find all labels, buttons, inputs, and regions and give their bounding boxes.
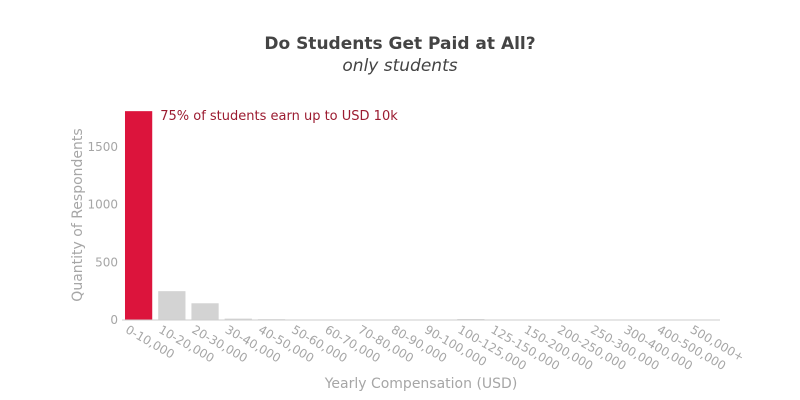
y-tick-label: 0 [110, 313, 118, 327]
bar [158, 291, 186, 320]
y-tick-label: 1000 [87, 198, 118, 212]
bar [191, 303, 219, 320]
y-tick-label: 500 [95, 255, 118, 269]
bar [124, 111, 153, 321]
x-axis-title: Yearly Compensation (USD) [324, 376, 518, 392]
y-axis-title: Quantity of Respondents [70, 128, 86, 301]
annotation-label: 75% of students earn up to USD 10k [160, 109, 398, 124]
bar [224, 318, 252, 320]
y-tick-label: 1500 [87, 140, 118, 154]
chart-title: Do Students Get Paid at All? [264, 34, 536, 54]
chart-subtitle: only students [342, 56, 458, 76]
